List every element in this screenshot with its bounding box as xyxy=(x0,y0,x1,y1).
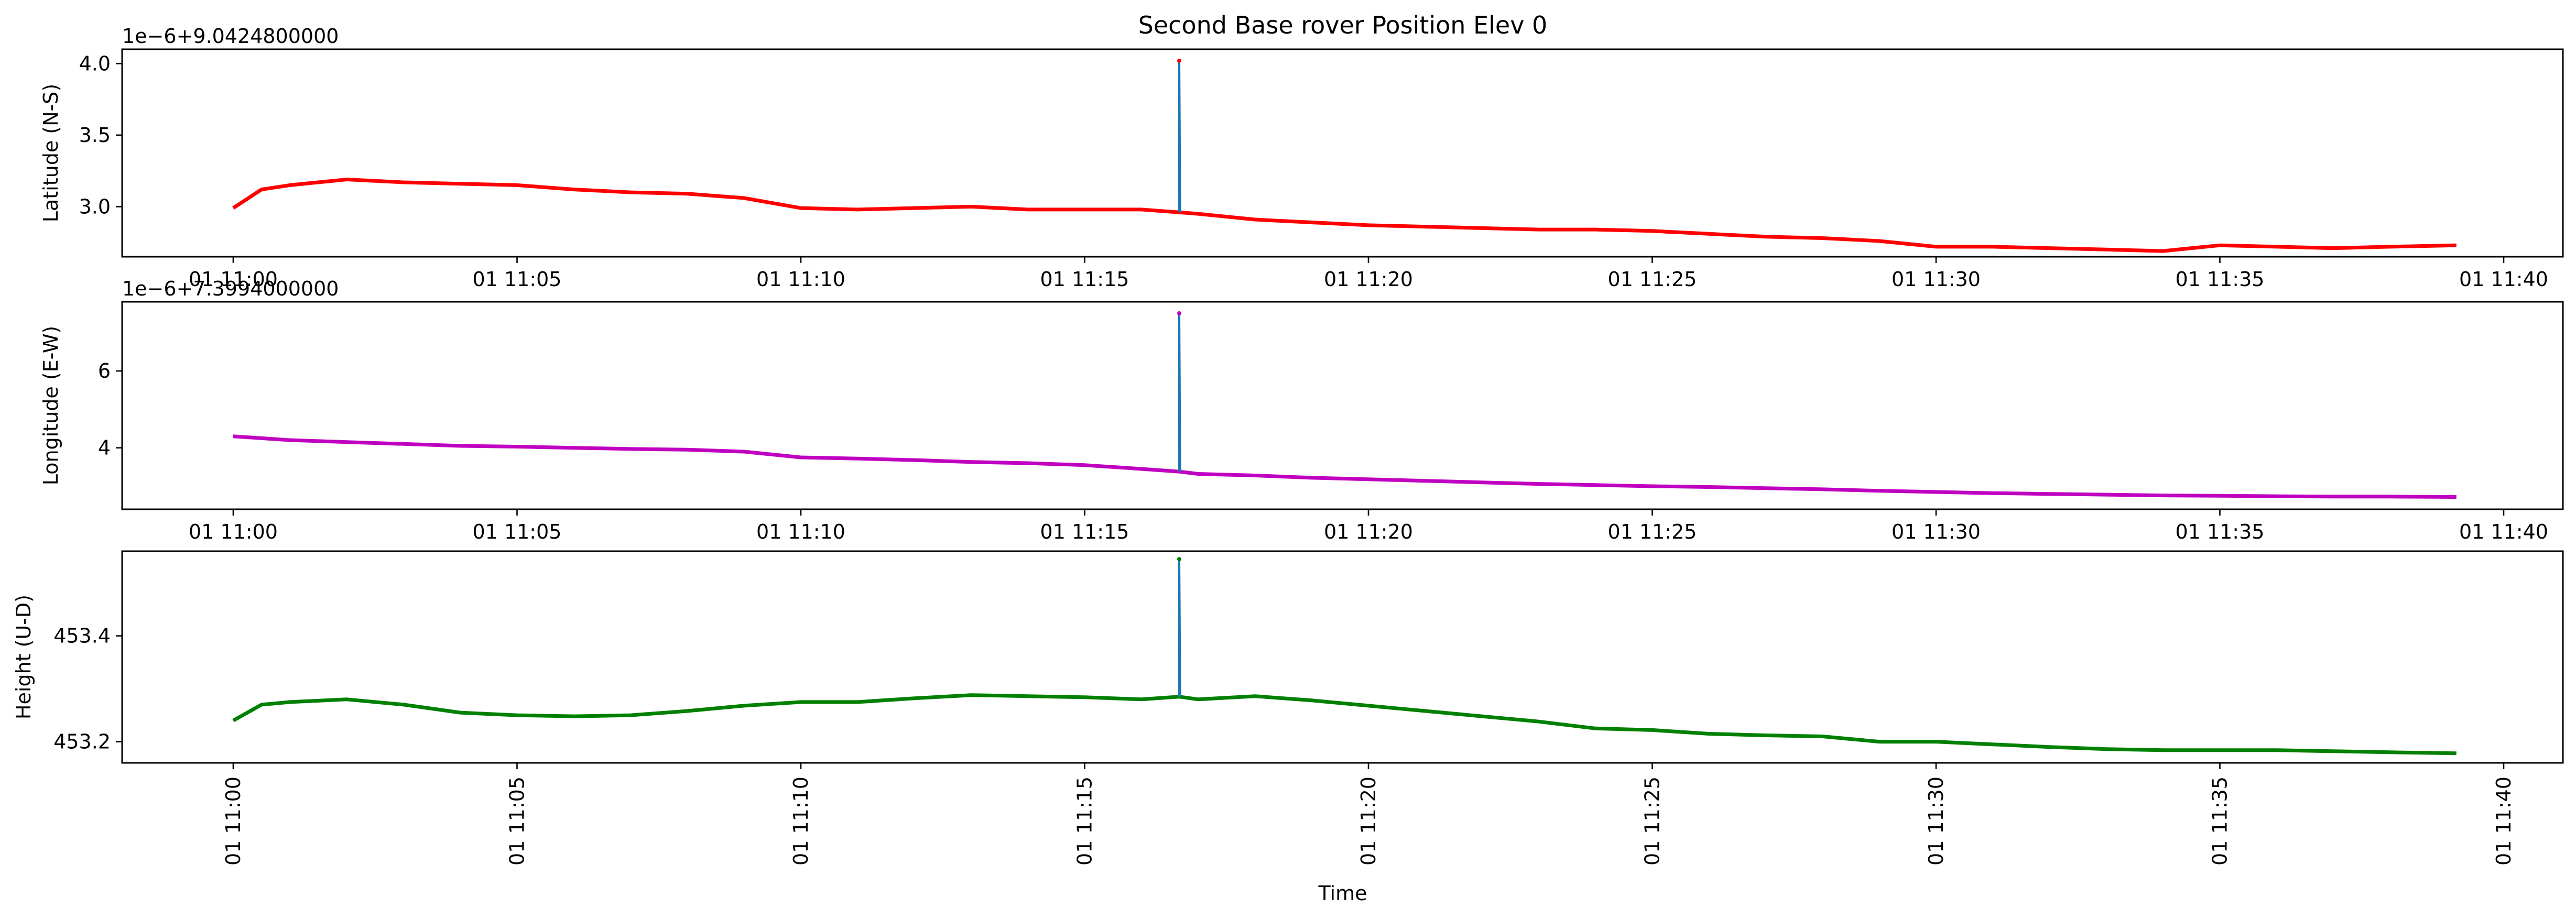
longitude-spike-line xyxy=(1178,312,1181,472)
height-x-tick-label: 01 11:00 xyxy=(222,776,245,866)
longitude-x-tick-label: 01 11:30 xyxy=(1892,520,1981,543)
height-series-line xyxy=(232,693,2457,756)
latitude-spike-line xyxy=(1178,59,1181,213)
longitude-x-tick-label: 01 11:35 xyxy=(2176,520,2265,543)
latitude-x-tick-label: 01 11:05 xyxy=(473,268,562,291)
longitude-y-tick-label: 4 xyxy=(98,436,111,460)
subplot-longitude: 4 6 01 11:00 01 11:05 01 11:10 01 11:15 01 11:… xyxy=(39,277,2564,543)
height-y-tick-label: 453.4 xyxy=(53,625,111,648)
subplot-latitude: 3.0 3.5 4.0 01 11:00 01 11:05 01 11:10 01 11:1… xyxy=(39,25,2564,291)
longitude-x-tick-label: 01 11:10 xyxy=(756,520,845,543)
latitude-offset-label: 1e−6+9.0424800000 xyxy=(122,25,339,48)
longitude-y-axis-label: Longitude (E-W) xyxy=(39,326,62,485)
latitude-spike-peak-point xyxy=(1177,58,1181,63)
longitude-y-tick-label: 6 xyxy=(98,359,111,382)
height-x-tick-label: 01 11:25 xyxy=(1641,776,1664,866)
longitude-x-tick-label: 01 11:20 xyxy=(1324,520,1413,543)
height-x-tick-label: 01 11:40 xyxy=(2492,776,2515,866)
latitude-y-axis-label: Latitude (N-S) xyxy=(39,84,62,222)
height-axes-frame xyxy=(121,550,2564,764)
height-spike-peak-point xyxy=(1177,557,1181,562)
longitude-spike-peak-point xyxy=(1177,311,1181,315)
subplot-height: 453.2 453.4 01 11:00 01 11:05 01 11:10 01 11:… xyxy=(12,550,2564,866)
longitude-x-tick-label: 01 11:05 xyxy=(473,520,562,543)
subplots: 3.0 3.5 4.0 01 11:00 01 11:05 01 11:10 01 11:1… xyxy=(12,25,2564,866)
longitude-x-tick-label: 01 11:00 xyxy=(189,520,278,543)
latitude-series-line xyxy=(232,178,2457,253)
height-x-tick-label: 01 11:10 xyxy=(789,776,812,866)
height-x-tick-label: 01 11:30 xyxy=(1925,776,1948,866)
height-spike-line xyxy=(1178,558,1181,697)
latitude-x-tick-label: 01 11:40 xyxy=(2459,268,2548,291)
latitude-x-tick-label: 01 11:20 xyxy=(1324,268,1413,291)
latitude-x-tick-label: 01 11:00 xyxy=(189,268,278,291)
latitude-x-tick-label: 01 11:30 xyxy=(1892,268,1981,291)
latitude-y-tick-label: 4.0 xyxy=(79,52,111,75)
longitude-x-tick-label: 01 11:25 xyxy=(1608,520,1697,543)
latitude-x-tick-label: 01 11:10 xyxy=(756,268,845,291)
height-x-tick-label: 01 11:35 xyxy=(2209,776,2232,866)
height-x-tick-label: 01 11:15 xyxy=(1073,776,1096,866)
longitude-axes-frame xyxy=(121,301,2564,510)
longitude-series-line xyxy=(233,434,2457,499)
latitude-y-tick-label: 3.0 xyxy=(79,195,111,218)
x-axis-label-time: Time xyxy=(1318,882,1367,905)
latitude-y-tick-label: 3.5 xyxy=(79,124,111,147)
height-y-axis-label: Height (U-D) xyxy=(12,595,35,719)
height-y-tick-label: 453.2 xyxy=(53,730,111,753)
chart-title: Second Base rover Position Elev 0 xyxy=(1138,11,1548,39)
latitude-x-tick-label: 01 11:15 xyxy=(1040,268,1129,291)
longitude-offset-label: 1e−6+7.3994000000 xyxy=(122,277,339,300)
longitude-x-tick-label: 01 11:40 xyxy=(2459,520,2548,543)
height-x-tick-label: 01 11:20 xyxy=(1357,776,1380,866)
latitude-x-tick-label: 01 11:35 xyxy=(2176,268,2265,291)
longitude-x-tick-label: 01 11:15 xyxy=(1040,520,1129,543)
height-x-tick-label: 01 11:05 xyxy=(506,776,529,866)
latitude-axes-frame xyxy=(121,48,2564,258)
latitude-x-tick-label: 01 11:25 xyxy=(1608,268,1697,291)
